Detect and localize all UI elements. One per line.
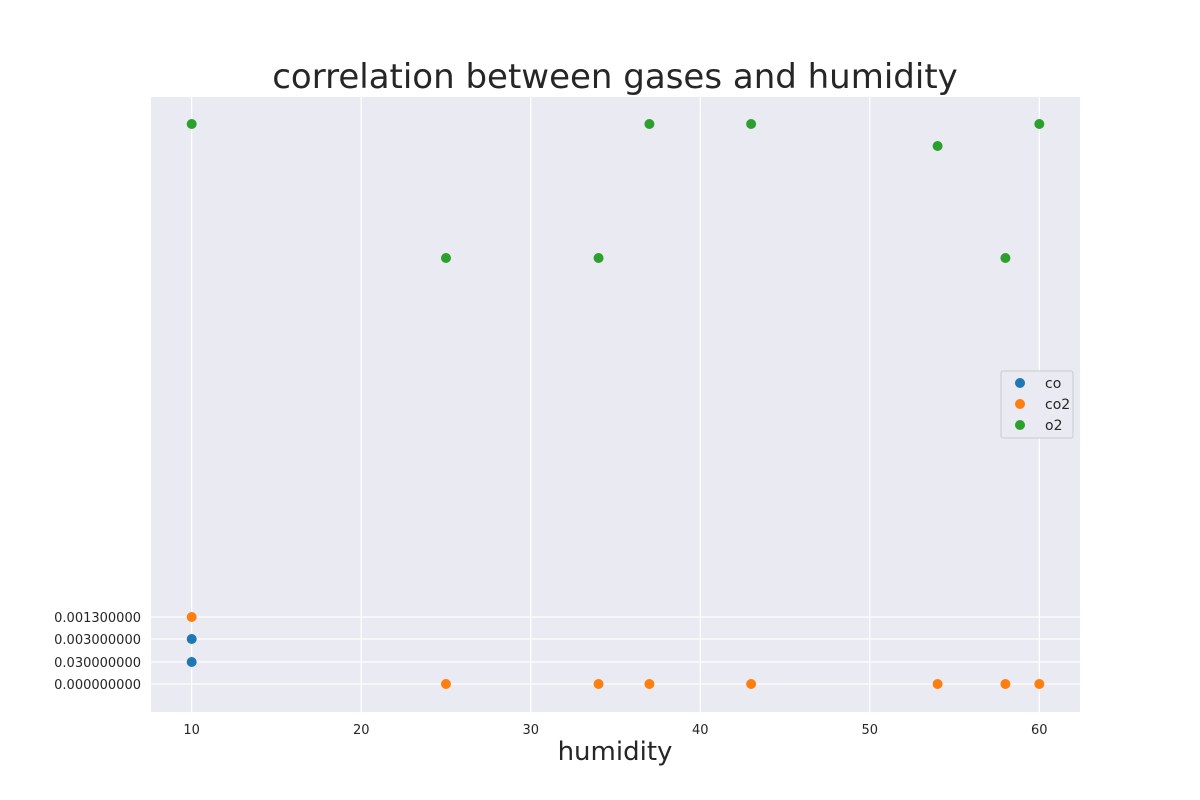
legend-marker-o2: [1015, 420, 1025, 430]
point-o2: [644, 119, 655, 129]
y-tick-label: 0.003000000: [54, 633, 141, 648]
x-tick-label: 50: [862, 723, 879, 738]
x-tick-label: 60: [1031, 723, 1048, 738]
x-tick-label: 10: [183, 723, 200, 738]
data-points: [186, 119, 1045, 689]
point-o2: [746, 119, 757, 129]
x-axis-ticks: 10 20 30 40 50 60: [183, 723, 1047, 738]
legend-label-co: co: [1045, 376, 1061, 392]
x-tick-label: 30: [522, 723, 539, 738]
point-o2: [593, 253, 604, 263]
point-co: [186, 657, 197, 667]
point-co2: [593, 679, 604, 689]
legend-marker-co2: [1015, 399, 1025, 409]
y-tick-label: 0.000000000: [54, 678, 141, 693]
point-o2: [440, 253, 451, 263]
y-tick-label: 0.030000000: [54, 656, 141, 671]
point-co2: [932, 679, 943, 689]
point-co: [186, 634, 197, 644]
legend-label-o2: o2: [1045, 418, 1062, 434]
legend-label-co2: co2: [1045, 397, 1070, 413]
point-o2: [932, 141, 943, 151]
legend-marker-co: [1015, 378, 1025, 388]
y-tick-label: 0.001300000: [54, 611, 141, 626]
point-co2: [1034, 679, 1045, 689]
chart-title: correlation between gases and humidity: [272, 57, 958, 97]
point-o2: [1034, 119, 1045, 129]
plot-area: [151, 97, 1080, 712]
point-co2: [746, 679, 757, 689]
point-co2: [440, 679, 451, 689]
point-co2: [644, 679, 655, 689]
y-axis-ticks: 0.000000000 0.030000000 0.003000000 0.00130…: [54, 611, 141, 693]
legend: co co2 o2: [1000, 370, 1074, 439]
x-tick-label: 40: [692, 723, 709, 738]
point-co2: [186, 612, 197, 622]
point-o2: [186, 119, 197, 129]
x-tick-label: 20: [353, 723, 370, 738]
point-o2: [1000, 253, 1011, 263]
x-axis-label: humidity: [558, 737, 673, 767]
point-co2: [1000, 679, 1011, 689]
